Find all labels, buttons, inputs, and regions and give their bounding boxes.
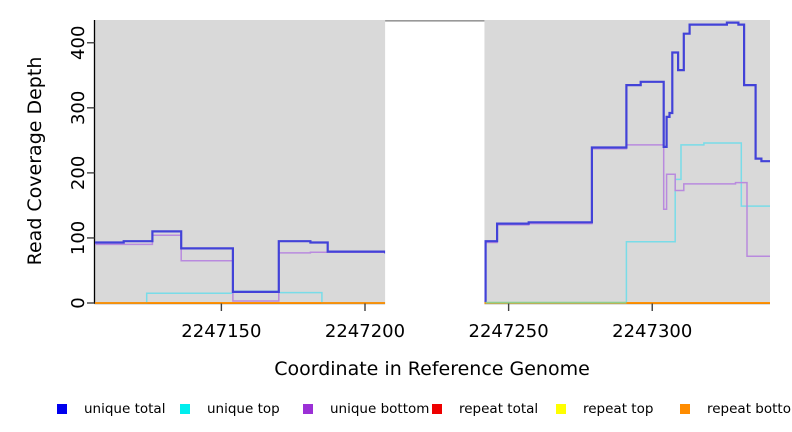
- x-tick-label: 2247300: [612, 321, 692, 342]
- legend-item-repeat-top: repeat top: [556, 398, 653, 420]
- legend: unique total unique top unique bottom repea…: [0, 398, 792, 428]
- legend-item-unique-top: unique top: [180, 398, 280, 420]
- legend-item-unique-total: unique total: [57, 398, 165, 420]
- axis-ticks: 2247150 2247200 2247250 2247300 0 100 200 300 40…: [68, 26, 692, 342]
- legend-label: unique total: [84, 401, 166, 417]
- y-tick-label: 400: [68, 26, 89, 60]
- legend-swatch-repeat-total: [432, 404, 442, 414]
- gap-region: [385, 19, 485, 305]
- y-tick-label: 200: [68, 156, 89, 190]
- legend-swatch-unique-bottom: [303, 404, 313, 414]
- x-tick-label: 2247150: [181, 321, 261, 342]
- legend-label: unique bottom: [330, 401, 430, 417]
- y-tick-label: 0: [68, 297, 89, 308]
- legend-label: repeat bottom: [707, 401, 792, 417]
- y-tick-label: 300: [68, 91, 89, 125]
- legend-swatch-unique-top: [180, 404, 190, 414]
- series-line-unique-bottom: [95, 144, 770, 303]
- chart-canvas: 2247150 2247200 2247250 2247300 0 100 200 300 40…: [24, 19, 770, 380]
- legend-label: repeat total: [459, 401, 539, 417]
- x-tick-label: 2247200: [325, 321, 405, 342]
- legend-swatch-repeat-top: [556, 404, 566, 414]
- legend-label: unique top: [207, 401, 280, 417]
- y-tick-label: 100: [68, 221, 89, 255]
- legend-swatch-repeat-bottom: [680, 404, 690, 414]
- series-line-unique-total: [95, 21, 770, 303]
- legend-item-repeat-total: repeat total: [432, 398, 538, 420]
- x-axis-title: Coordinate in Reference Genome: [274, 358, 590, 380]
- legend-item-unique-bottom: unique bottom: [303, 398, 429, 420]
- gap-band: [385, 20, 485, 305]
- x-tick-label: 2247250: [469, 321, 549, 342]
- legend-swatch-unique-total: [57, 404, 67, 414]
- legend-label: repeat top: [583, 401, 654, 417]
- legend-item-repeat-bottom: repeat bottom: [680, 398, 792, 420]
- y-axis-title: Read Coverage Depth: [24, 57, 46, 266]
